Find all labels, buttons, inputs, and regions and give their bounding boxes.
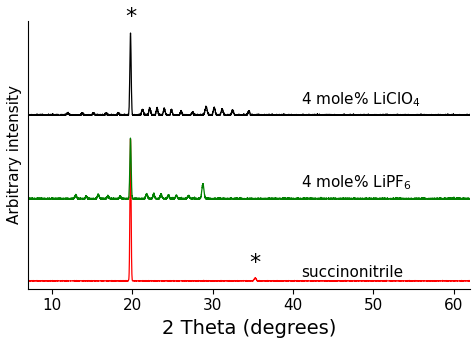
Y-axis label: Arbitrary intensity: Arbitrary intensity bbox=[7, 85, 22, 224]
X-axis label: 2 Theta (degrees): 2 Theta (degrees) bbox=[161, 319, 335, 338]
Text: 4 mole% LiPF$_6$: 4 mole% LiPF$_6$ bbox=[300, 174, 411, 193]
Text: *: * bbox=[249, 253, 260, 273]
Text: succinonitrile: succinonitrile bbox=[300, 265, 402, 280]
Text: *: * bbox=[125, 7, 136, 27]
Text: 4 mole% LiClO$_4$: 4 mole% LiClO$_4$ bbox=[300, 90, 420, 109]
